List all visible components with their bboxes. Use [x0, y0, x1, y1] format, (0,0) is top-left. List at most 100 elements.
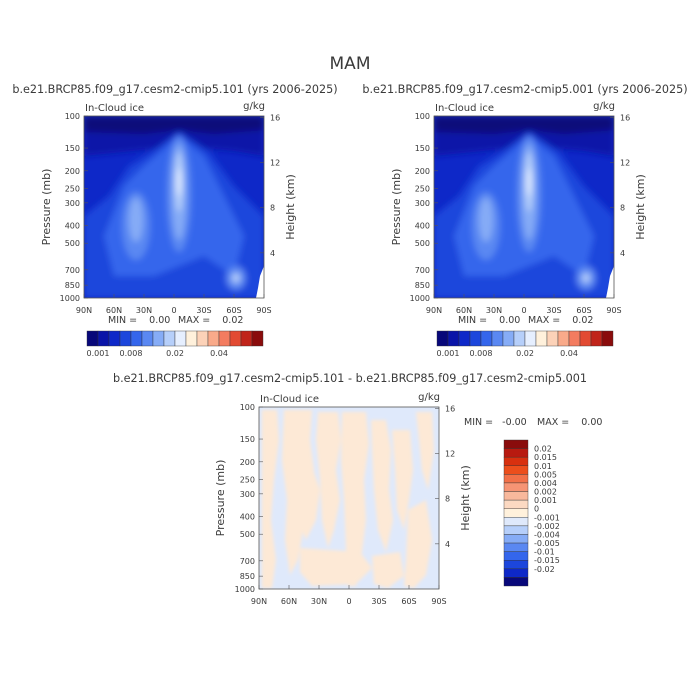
y-tick-label: 200 [415, 167, 430, 176]
diff-positive-regions [262, 410, 434, 588]
colorbar-swatch [513, 330, 526, 347]
x-tick-label: 90N [76, 306, 92, 315]
colorbar-swatch [535, 330, 548, 347]
diff-positive-region [300, 548, 372, 586]
panel-left-min: MIN = 0.00 [108, 315, 170, 326]
colorbar-swatch [108, 330, 121, 347]
colorbar-label: 0.02 [516, 349, 534, 358]
panel-left-variable: In-Cloud ice [85, 103, 144, 114]
height-tick-label: 16 [445, 404, 455, 413]
x-tick-label: 90S [606, 306, 621, 315]
x-tick-label: 30S [196, 306, 211, 315]
field-shading [434, 116, 614, 298]
y-tick-label: 500 [65, 239, 80, 248]
colorbar-label: 0 [534, 505, 539, 514]
panel-left: b.e21.BRCP85.f09_g17.cesm2-cmip5.101 (yr… [12, 83, 337, 358]
x-tick-label: 0 [346, 597, 351, 606]
missing-data-mask [606, 266, 614, 298]
colorbar-swatch [503, 439, 529, 449]
panel-left-title: b.e21.BRCP85.f09_g17.cesm2-cmip5.101 (yr… [12, 83, 337, 96]
contour-region [527, 168, 531, 196]
colorbar-label: 0.004 [534, 479, 557, 488]
colorbar-swatch [480, 330, 493, 347]
y-tick-label: 400 [65, 222, 80, 231]
colorbar-label: 0.04 [560, 349, 578, 358]
contour-layers [434, 116, 614, 298]
panel-diff-field [259, 407, 439, 589]
colorbar-swatch [568, 330, 581, 347]
colorbar-swatch [458, 330, 471, 347]
y-tick-label: 300 [415, 199, 430, 208]
contour-region [434, 116, 614, 134]
panel-left-ylabel: Pressure (mb) [40, 169, 53, 246]
x-tick-label: 90N [251, 597, 267, 606]
colorbar-swatch [557, 330, 570, 347]
diff-positive-region [341, 412, 369, 586]
y-tick-label: 300 [65, 199, 80, 208]
colorbar-label: -0.004 [534, 530, 560, 539]
colorbar-swatch [185, 330, 198, 347]
panel-left-field [84, 116, 264, 298]
colorbar-swatch [207, 330, 220, 347]
height-tick-label: 16 [620, 113, 630, 122]
panel-right-min: MIN = 0.00 [458, 315, 520, 326]
colorbar-swatch [503, 517, 529, 527]
contour-region [479, 198, 493, 242]
colorbar-label: -0.001 [534, 513, 560, 522]
colorbar-swatch [524, 330, 537, 347]
panel-diff-ylabel: Pressure (mb) [214, 460, 227, 537]
colorbar-label: -0.01 [534, 548, 555, 557]
colorbar-swatch [218, 330, 231, 347]
x-tick-label: 60S [401, 597, 416, 606]
x-tick-label: 30N [486, 306, 502, 315]
colorbar-swatch [174, 330, 187, 347]
colorbar-swatch [579, 330, 592, 347]
panel-right-title: b.e21.BRCP85.f09_g17.cesm2-cmip5.001 (yr… [362, 83, 687, 96]
colorbar-swatch [119, 330, 132, 347]
panel-right-axes: 100 150 200 250 300 400 500 700 850 1000 16 12 8 4 90N… [410, 112, 631, 315]
contour-region [129, 198, 143, 242]
y-tick-label: 300 [240, 490, 255, 499]
y-tick-label: 100 [415, 112, 430, 121]
colorbar-swatch [546, 330, 559, 347]
panel-left-ylabel-right: Height (km) [284, 174, 297, 240]
colorbar-swatch [503, 482, 529, 492]
y-tick-label: 200 [65, 167, 80, 176]
contour-region [84, 116, 264, 134]
y-tick-label: 250 [65, 184, 80, 193]
height-tick-label: 12 [445, 450, 455, 459]
panel-right-variable: In-Cloud ice [435, 103, 494, 114]
panel-left-axes: 100 150 200 250 300 400 500 700 850 1000 16 12 8 4 90N… [60, 112, 281, 315]
y-tick-label: 400 [415, 222, 430, 231]
height-tick-label: 16 [270, 113, 280, 122]
colorbar-swatch [229, 330, 242, 347]
colorbar-label: 0.008 [470, 349, 493, 358]
diff-positive-region [372, 552, 404, 588]
height-tick-label: 12 [620, 159, 630, 168]
colorbar-swatch [503, 499, 529, 509]
field-right [434, 116, 614, 298]
panel-diff-ylabel-right: Height (km) [459, 465, 472, 531]
y-tick-label: 850 [240, 572, 255, 581]
colorbar-swatch [503, 508, 529, 518]
x-tick-label: 60N [281, 597, 297, 606]
panel-diff-axes: 100 150 200 250 300 400 500 700 850 1000 16 12 8 4 90N… [235, 403, 456, 606]
colorbar-swatch [130, 330, 143, 347]
y-tick-label: 700 [65, 266, 80, 275]
y-tick-label: 250 [415, 184, 430, 193]
panel-left-colorbar: 0.001 0.008 0.02 0.04 [86, 330, 264, 358]
x-tick-label: 90N [426, 306, 442, 315]
y-tick-label: 700 [240, 557, 255, 566]
colorbar-swatch [503, 551, 529, 561]
panel-right-ylabel-right: Height (km) [634, 174, 647, 240]
x-tick-label: 60N [456, 306, 472, 315]
colorbar-label: -0.015 [534, 556, 560, 565]
x-tick-label: 0 [521, 306, 526, 315]
colorbar-swatch [86, 330, 99, 347]
colorbar-label: 0.02 [166, 349, 184, 358]
diff-positive-region [404, 500, 432, 588]
diff-positive-region [316, 412, 341, 548]
y-tick-label: 700 [415, 266, 430, 275]
colorbar-swatch [163, 330, 176, 347]
